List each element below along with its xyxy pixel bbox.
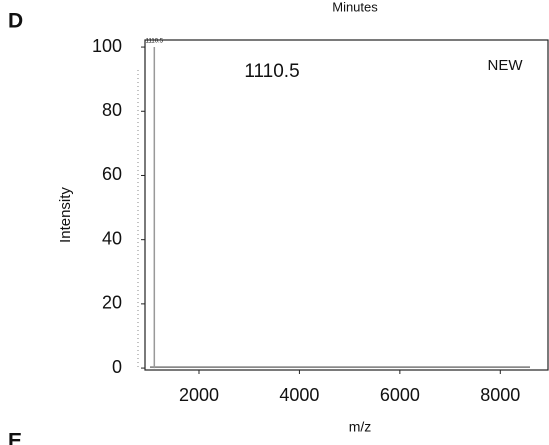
previous-axis-label: Minutes <box>332 0 378 14</box>
peak-label: 1110.5 <box>146 39 164 45</box>
y-tick-label: 80 <box>102 100 122 120</box>
x-tick-label: 2000 <box>179 385 219 405</box>
y-tick-label: 40 <box>102 228 122 248</box>
panel-label: D <box>8 10 23 33</box>
y-tick-label: 0 <box>112 357 122 377</box>
y-tick-label: 100 <box>92 36 122 56</box>
x-axis-title: m/z <box>349 419 372 435</box>
plot-frame <box>144 39 549 371</box>
x-tick-label: 4000 <box>279 385 319 405</box>
panel-label: E <box>8 430 22 445</box>
y-axis-title: Intensity <box>57 187 74 243</box>
y-tick-label: 20 <box>102 293 122 313</box>
x-tick-label: 6000 <box>380 385 420 405</box>
y-tick-label: 60 <box>102 164 122 184</box>
annotation: 1110.5 <box>244 61 299 82</box>
x-tick-label: 8000 <box>480 385 520 405</box>
annotation: NEW <box>488 57 524 74</box>
